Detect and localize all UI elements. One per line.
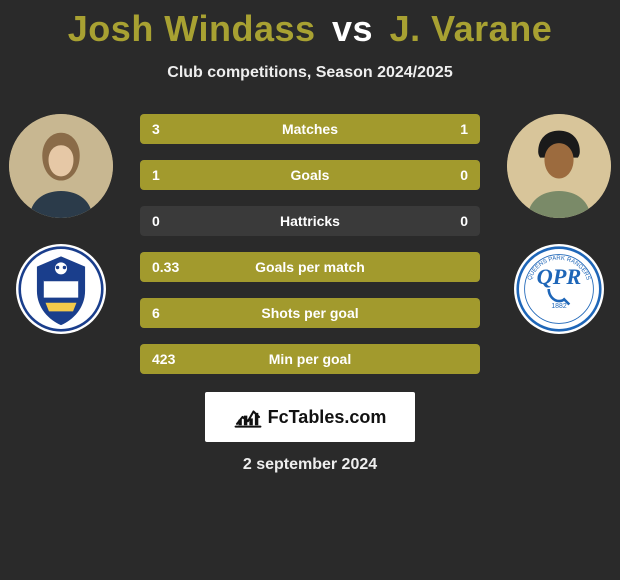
stat-value-left: 423: [152, 351, 175, 367]
hoops-badge-icon: QPR 1882 QUEENS PARK RANGERS: [516, 246, 602, 332]
stat-bar: 0.33 Goals per match: [140, 252, 480, 282]
stat-value-left: 6: [152, 305, 160, 321]
title-vs: vs: [332, 8, 373, 49]
title-player-left: Josh Windass: [68, 8, 316, 49]
stat-label: Matches: [282, 121, 338, 137]
page-title: Josh Windass vs J. Varane: [0, 8, 620, 50]
title-player-right: J. Varane: [390, 8, 553, 49]
brand-badge: FcTables.com: [205, 392, 415, 442]
stat-value-left: 0.33: [152, 259, 179, 275]
stat-label: Min per goal: [269, 351, 351, 367]
stat-label: Hattricks: [280, 213, 340, 229]
caption-date: 2 september 2024: [0, 456, 620, 474]
stat-bar: 1 0 Goals: [140, 160, 480, 190]
middle-section: QPR 1882 QUEENS PARK RANGERS 3 1 Matches 1 0…: [0, 114, 620, 374]
left-column: [6, 114, 116, 334]
club-left-crest: [16, 244, 106, 334]
subtitle: Club competitions, Season 2024/2025: [0, 64, 620, 82]
player-right-avatar: [507, 114, 611, 218]
club-right-crest: QPR 1882 QUEENS PARK RANGERS: [514, 244, 604, 334]
stat-bars: 3 1 Matches 1 0 Goals 0 0 Hattricks 0.33 Goals per…: [140, 114, 480, 374]
chart-icon: [234, 406, 262, 428]
stat-value-left: 3: [152, 121, 160, 137]
stat-value-right: 0: [460, 213, 468, 229]
stat-value-left: 1: [152, 167, 160, 183]
stat-value-left: 0: [152, 213, 160, 229]
stat-value-right: 1: [460, 121, 468, 137]
stat-bar: 3 1 Matches: [140, 114, 480, 144]
svg-text:QPR: QPR: [537, 264, 582, 289]
stat-label: Goals: [291, 167, 330, 183]
stat-bar-fill-left: [140, 114, 395, 144]
brand-text: FcTables.com: [268, 407, 387, 428]
person-icon: [9, 114, 113, 218]
player-left-avatar: [9, 114, 113, 218]
shield-icon: [18, 246, 104, 332]
comparison-card: Josh Windass vs J. Varane Club competiti…: [0, 0, 620, 580]
stat-label: Shots per goal: [261, 305, 358, 321]
stat-label: Goals per match: [255, 259, 365, 275]
stat-bar: 0 0 Hattricks: [140, 206, 480, 236]
stat-bar: 423 Min per goal: [140, 344, 480, 374]
right-column: QPR 1882 QUEENS PARK RANGERS: [504, 114, 614, 334]
stat-value-right: 0: [460, 167, 468, 183]
svg-text:1882: 1882: [551, 303, 566, 310]
person-icon: [507, 114, 611, 218]
stat-bar: 6 Shots per goal: [140, 298, 480, 328]
